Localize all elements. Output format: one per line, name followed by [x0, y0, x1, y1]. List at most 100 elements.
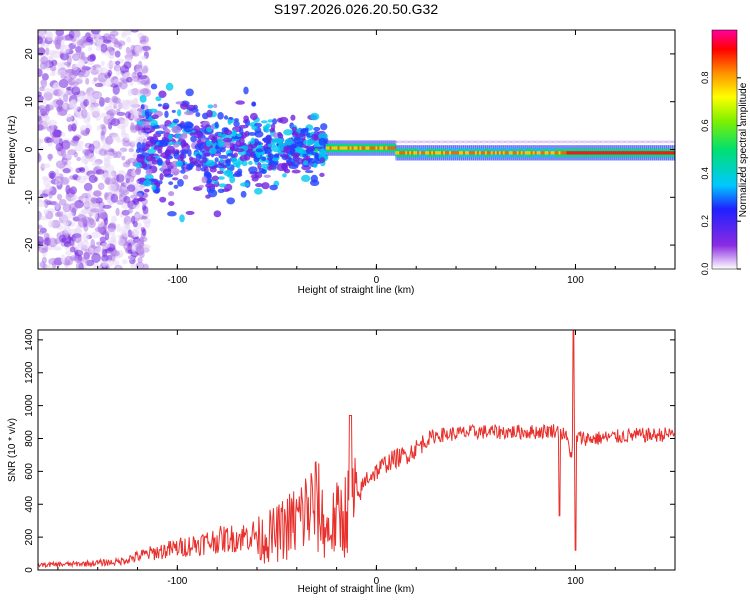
- ridge-core: [397, 151, 401, 155]
- heatmap-blob: [55, 202, 60, 210]
- ridge-core: [401, 151, 405, 155]
- ridge-core: [474, 151, 478, 155]
- heatmap-blob: [127, 184, 136, 192]
- heatmap-blob: [74, 249, 84, 257]
- heatmap-blob: [132, 97, 139, 104]
- heatmap-blob: [173, 143, 180, 148]
- heatmap-blob: [177, 179, 184, 187]
- heatmap-blob: [55, 160, 66, 169]
- ridge-core: [664, 151, 668, 155]
- heatmap-blob: [67, 228, 78, 235]
- ridge-core: [329, 146, 333, 150]
- colorbar-tick-label: 0.4: [700, 167, 710, 180]
- heatmap-blob: [101, 254, 109, 262]
- ridge-core: [666, 151, 670, 155]
- heatmap-blob: [39, 30, 45, 38]
- heatmap-blob: [189, 132, 195, 137]
- heatmap-blob: [38, 110, 42, 117]
- heatmap-blob: [86, 95, 93, 101]
- heatmap-blob: [283, 145, 289, 154]
- ridge-core: [490, 151, 494, 155]
- ridge-core: [606, 151, 610, 155]
- heatmap-blob: [157, 103, 163, 107]
- heatmap-blob: [432, 140, 441, 144]
- heatmap-blob: [250, 174, 259, 179]
- heatmap-blob: [40, 163, 51, 169]
- heatmap-blob: [86, 111, 91, 122]
- heatmap-blob: [286, 150, 293, 155]
- heatmap-blob: [80, 129, 89, 136]
- heatmap-blob: [140, 227, 146, 233]
- snr-series-line: [38, 330, 675, 569]
- ridge-core: [636, 151, 640, 155]
- ridge-core: [383, 146, 387, 150]
- heatmap-blob: [195, 112, 201, 117]
- heatmap-blob: [162, 105, 169, 110]
- heatmap-blob: [55, 30, 65, 37]
- heatmap-blob: [108, 98, 113, 109]
- heatmap-blob: [243, 86, 249, 95]
- heatmap-blob: [140, 104, 145, 110]
- colorbar: 0.0 0.2 0.4 0.6 0.8 Normalized spectral ampl…: [700, 29, 749, 275]
- heatmap-blob: [111, 177, 116, 185]
- heatmap-blob: [101, 242, 110, 250]
- heatmap-blob: [211, 175, 219, 181]
- heatmap-blob: [146, 136, 154, 141]
- heatmap-blob: [125, 111, 131, 119]
- heatmap-blob: [384, 140, 393, 144]
- ridge-core: [544, 151, 548, 155]
- ridge-core: [532, 151, 536, 155]
- heatmap-blob: [176, 109, 182, 117]
- colorbar-tick-label: 0.2: [700, 215, 710, 228]
- heatmap-blob: [301, 174, 311, 183]
- heatmap-blob: [43, 209, 49, 215]
- heatmap-blob: [303, 145, 309, 149]
- heatmap-blob: [38, 36, 43, 45]
- heatmap-blob: [65, 184, 71, 195]
- heatmap-blob: [509, 140, 518, 144]
- heatmap-blob: [91, 161, 101, 167]
- heatmap-blob: [190, 135, 197, 143]
- heatmap-blob: [107, 151, 114, 159]
- heatmap-blob: [258, 167, 265, 174]
- heatmap-blob: [110, 215, 117, 224]
- heatmap-blob: [235, 100, 245, 105]
- heatmap-blob: [40, 43, 50, 48]
- heatmap-blob: [102, 39, 112, 44]
- ridge-core: [662, 151, 666, 155]
- heatmap-blob: [180, 140, 187, 148]
- heatmap-blob: [43, 199, 52, 204]
- heatmap-blob: [42, 120, 52, 128]
- spectrogram-ytick-label: 10: [24, 96, 35, 108]
- heatmap-blob: [497, 140, 506, 144]
- ridge-core: [656, 151, 660, 155]
- heatmap-blob: [142, 263, 149, 269]
- heatmap-blob: [260, 163, 269, 169]
- ridge-core: [654, 151, 658, 155]
- heatmap-blob: [309, 179, 320, 187]
- heatmap-blob: [143, 179, 152, 187]
- heatmap-blob: [128, 147, 134, 153]
- ridge-core: [644, 151, 648, 155]
- heatmap-blob: [268, 161, 278, 167]
- ridge-core: [516, 151, 520, 155]
- heatmap-blob: [115, 207, 120, 217]
- heatmap-blob: [208, 147, 217, 154]
- heatmap-blob: [144, 84, 150, 89]
- heatmap-blob: [255, 182, 263, 188]
- heatmap-blob: [79, 51, 84, 60]
- ridge-core: [339, 146, 343, 150]
- heatmap-blob: [635, 140, 644, 144]
- heatmap-blob: [139, 239, 145, 248]
- heatmap-blob: [132, 220, 138, 228]
- heatmap-blob: [617, 140, 626, 144]
- heatmap-blob: [116, 173, 125, 183]
- heatmap-blob: [72, 135, 80, 142]
- heatmap-blob: [185, 210, 195, 215]
- snr-xtick-label: -100: [167, 576, 187, 587]
- heatmap-blob: [117, 238, 126, 246]
- heatmap-blob: [123, 196, 131, 204]
- ridge-core: [502, 151, 506, 155]
